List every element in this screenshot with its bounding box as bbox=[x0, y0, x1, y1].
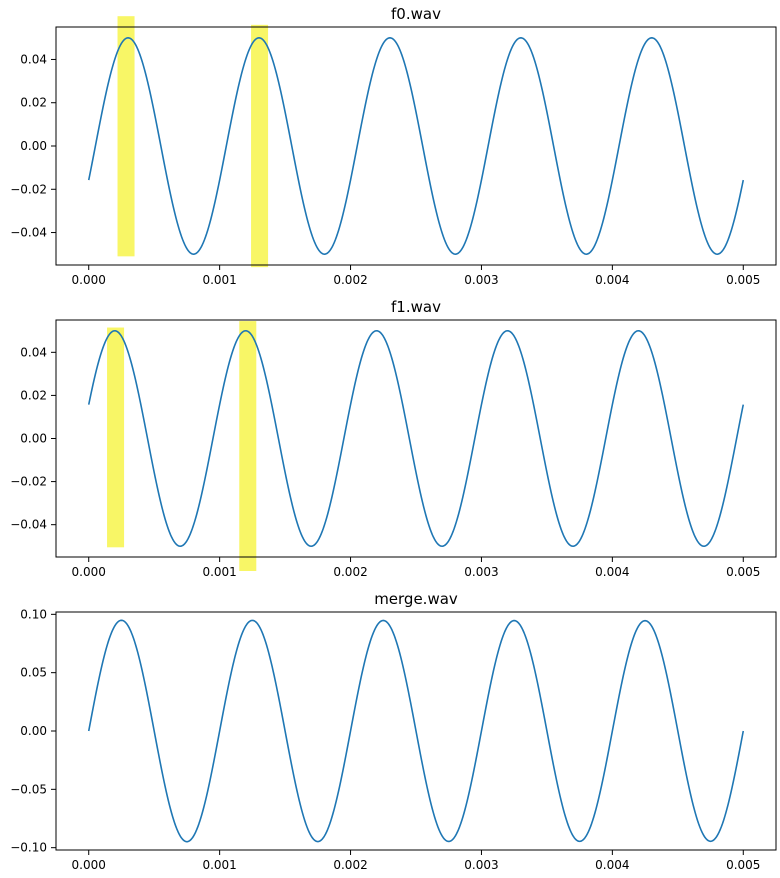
f0-wav-waveform-line bbox=[87, 37, 745, 255]
f0-wav-y-tick-label: 0.00 bbox=[20, 139, 47, 153]
f0-wav-panel: 0.000 0.001 0.002 0.003 0.004 0.005 0.04 0.02 0.… bbox=[10, 5, 777, 287]
f0-wav-title: f0.wav bbox=[391, 5, 441, 23]
merge-wav-waveform-line bbox=[87, 619, 745, 843]
f1-wav-waveform-line bbox=[87, 329, 745, 548]
f1-wav-y-tick-label: 0.04 bbox=[20, 345, 47, 359]
f1-wav-y-tick-label: 0.02 bbox=[20, 388, 47, 402]
f1-wav-panel: 0.000 0.001 0.002 0.003 0.004 0.005 0.04 0.02 0.… bbox=[10, 298, 777, 579]
f1-wav-axes-frame bbox=[55, 319, 777, 558]
f1-wav-title: f1.wav bbox=[391, 298, 441, 316]
merge-wav-x-tick-label: 0.000 bbox=[72, 858, 106, 872]
f1-wav-x-tick-label: 0.002 bbox=[333, 565, 367, 579]
f0-wav-x-tick-label: 0.001 bbox=[202, 273, 236, 287]
merge-wav-x-tick-label: 0.003 bbox=[464, 858, 498, 872]
merge-wav-x-tick-label: 0.004 bbox=[595, 858, 629, 872]
merge-wav-x-tick-label: 0.005 bbox=[726, 858, 760, 872]
f0-wav-y-tick-label: 0.04 bbox=[20, 52, 47, 66]
merge-wav-y-tick-label: −0.10 bbox=[10, 841, 47, 855]
merge-wav-y-tick-label: 0.05 bbox=[20, 666, 47, 680]
merge-wav-title: merge.wav bbox=[374, 590, 458, 608]
f1-wav-y-tick-label: 0.00 bbox=[20, 432, 47, 446]
merge-wav-y-tick-label: −0.05 bbox=[10, 782, 47, 796]
merge-wav-x-tick-label: 0.001 bbox=[202, 858, 236, 872]
f1-wav-highlight-2 bbox=[239, 321, 257, 572]
f0-wav-highlight-2 bbox=[251, 24, 269, 268]
f0-wav-y-tick-label: 0.02 bbox=[20, 96, 47, 110]
f1-wav-y-tick-label: −0.04 bbox=[10, 518, 47, 532]
f0-wav-y-tick-label: −0.04 bbox=[10, 226, 47, 240]
merge-wav-x-tick-label: 0.002 bbox=[333, 858, 367, 872]
f1-wav-x-tick-label: 0.004 bbox=[595, 565, 629, 579]
f0-wav-x-tick-label: 0.004 bbox=[595, 273, 629, 287]
merge-wav-panel: 0.000 0.001 0.002 0.003 0.004 0.005 0.10 0.05 0.… bbox=[10, 590, 777, 872]
f1-wav-y-tick-label: −0.02 bbox=[10, 475, 47, 489]
merge-wav-y-tick-label: 0.00 bbox=[20, 724, 47, 738]
f0-wav-y-tick-label: −0.02 bbox=[10, 182, 47, 196]
f0-wav-x-tick-label: 0.002 bbox=[333, 273, 367, 287]
merge-wav-y-tick-label: 0.10 bbox=[20, 607, 47, 621]
f1-wav-x-tick-label: 0.005 bbox=[726, 565, 760, 579]
f1-wav-x-tick-label: 0.003 bbox=[464, 565, 498, 579]
f0-wav-x-tick-label: 0.005 bbox=[726, 273, 760, 287]
f1-wav-x-tick-label: 0.001 bbox=[202, 565, 236, 579]
f0-wav-highlight-1 bbox=[117, 16, 135, 257]
f0-wav-x-tick-label: 0.003 bbox=[464, 273, 498, 287]
f0-wav-axes-frame bbox=[55, 26, 777, 266]
f1-wav-highlight-1 bbox=[107, 327, 125, 548]
f0-wav-x-tick-label: 0.000 bbox=[72, 273, 106, 287]
f1-wav-x-tick-label: 0.000 bbox=[72, 565, 106, 579]
